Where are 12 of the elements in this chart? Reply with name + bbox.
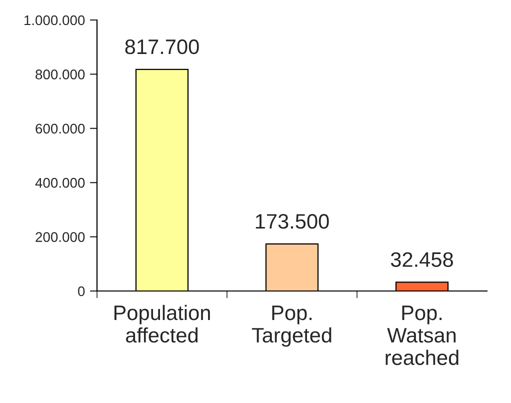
y-tick-label: 1.000.000 <box>24 15 85 26</box>
y-tick-label: 400.000 <box>35 178 85 188</box>
data-label: 173.500 <box>256 214 329 229</box>
x-tick-label: Pop. Watsan reached <box>386 306 458 366</box>
x-tick-label: Pop. Targeted <box>252 306 332 347</box>
data-label: 817.700 <box>125 39 199 54</box>
y-tick-label: 800.000 <box>36 70 85 80</box>
data-label: 32.458 <box>390 252 453 267</box>
y-tick-label: 600.000 <box>36 124 85 134</box>
y-tick-label: 200.000 <box>36 232 85 242</box>
x-tick-label: Population affected <box>114 304 210 343</box>
y-tick-label: 0 <box>78 286 85 296</box>
